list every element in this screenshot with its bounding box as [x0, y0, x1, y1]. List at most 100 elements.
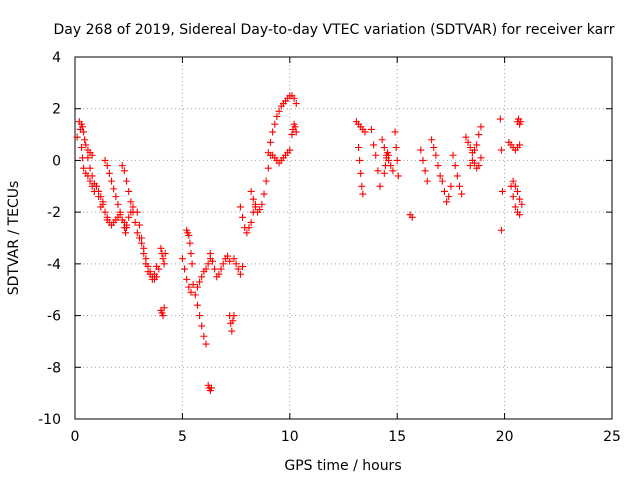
data-point [129, 203, 137, 211]
data-point [419, 156, 427, 164]
data-point [230, 312, 238, 320]
y-tick-label: 4 [52, 50, 61, 66]
data-point [408, 213, 416, 221]
data-point [251, 203, 259, 211]
data-point [440, 187, 448, 195]
data-point [123, 221, 131, 229]
y-tick-label: -8 [47, 360, 61, 376]
data-point [86, 177, 94, 185]
data-point [359, 190, 367, 198]
chart-title: Day 268 of 2019, Sidereal Day-to-day VTE… [54, 22, 615, 38]
data-point [193, 301, 201, 309]
data-point [215, 270, 223, 278]
data-point [204, 260, 212, 268]
data-point [516, 141, 524, 149]
series-arc-ac [380, 149, 393, 177]
series-arc-v [264, 92, 300, 157]
series-arc-s [230, 255, 247, 278]
series-arc-j [157, 244, 169, 268]
data-point [183, 275, 191, 283]
data-point [462, 133, 470, 141]
data-point [99, 200, 107, 208]
series-arc-an [505, 138, 524, 154]
data-point [475, 131, 483, 139]
series-arc-w [269, 146, 294, 167]
data-point [356, 156, 364, 164]
data-point [105, 169, 113, 177]
data-point [361, 128, 369, 136]
data-point [417, 146, 425, 154]
data-point [202, 265, 210, 273]
data-point [200, 332, 208, 340]
data-point [392, 144, 400, 151]
grid-lines [75, 57, 612, 419]
data-point [125, 213, 133, 221]
data-point [496, 115, 504, 123]
y-tick-label: 0 [52, 153, 61, 169]
series-arc-e [103, 211, 124, 229]
data-point [275, 107, 283, 115]
data-point [217, 265, 225, 273]
data-point [123, 177, 131, 185]
data-point [228, 327, 236, 335]
data-point [95, 187, 103, 195]
data-point [159, 312, 167, 320]
data-point [208, 257, 216, 265]
data-point [88, 151, 96, 159]
data-point [239, 213, 247, 221]
data-point [243, 229, 251, 237]
series-arc-o [193, 255, 214, 291]
data-point [79, 123, 87, 131]
data-point [249, 195, 257, 203]
data-point [234, 265, 242, 273]
data-point [497, 226, 505, 234]
data-points [73, 92, 526, 395]
x-tick-labels: 0 5 10 15 20 25 [71, 429, 621, 445]
data-point [372, 151, 380, 159]
data-point [358, 182, 366, 190]
y-tick-label: -10 [38, 412, 61, 428]
data-point [355, 144, 363, 151]
series-arc-am [497, 226, 505, 234]
data-point [198, 322, 206, 330]
data-point [88, 172, 96, 180]
data-point [118, 162, 126, 170]
series-arc-l [178, 255, 197, 296]
data-point [385, 151, 393, 159]
data-point [81, 136, 89, 144]
data-point [185, 231, 193, 239]
data-point [207, 384, 215, 392]
data-point [196, 278, 204, 286]
data-point [77, 144, 85, 151]
series-arc-ah [438, 177, 455, 206]
data-point [260, 190, 268, 198]
x-tick-label: 10 [281, 429, 299, 445]
y-tick-label: -6 [47, 309, 61, 325]
data-point [185, 283, 193, 291]
data-point [389, 167, 397, 175]
data-point [121, 229, 129, 237]
data-point [73, 133, 81, 141]
series-arc-m [183, 226, 196, 268]
data-point [378, 136, 386, 144]
data-point [230, 255, 238, 263]
data-point [367, 125, 375, 133]
data-point [498, 187, 506, 195]
data-point [202, 340, 210, 348]
data-point [380, 144, 388, 151]
data-point [245, 224, 253, 232]
series-arc-d [101, 156, 131, 232]
data-point [131, 218, 139, 226]
data-point [475, 162, 483, 170]
data-point [374, 167, 382, 175]
data-point [116, 211, 124, 219]
data-point [103, 213, 111, 221]
data-point [428, 136, 436, 144]
x-tick-label: 0 [71, 429, 80, 445]
data-point [443, 198, 451, 206]
series-arc-k [157, 304, 168, 320]
data-point [103, 162, 111, 170]
x-tick-label: 15 [388, 429, 406, 445]
data-point [153, 262, 161, 270]
data-point [206, 250, 214, 258]
